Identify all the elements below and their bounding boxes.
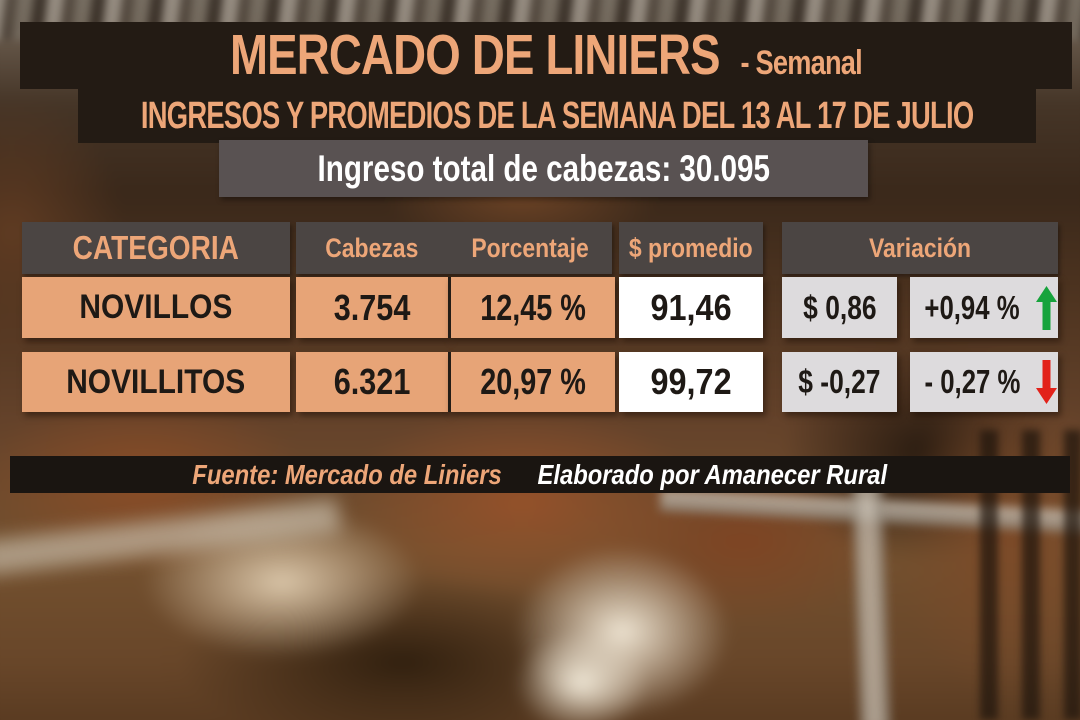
column-header-variacion: Variación xyxy=(782,222,1058,274)
cell-promedio: 99,72 xyxy=(619,352,763,412)
credits-band: Fuente: Mercado de Liniers Elaborado por… xyxy=(10,456,1070,493)
cell-variacion-pct: +0,94 % xyxy=(910,277,1058,338)
down-arrow-icon xyxy=(1036,360,1058,404)
credit-label: Elaborado por Amanecer Rural xyxy=(537,458,888,490)
cell-cabezas-value: 6.321 xyxy=(333,361,411,402)
cell-variacion-pct-value: +0,94 % xyxy=(924,288,1020,326)
cell-variacion-pesos-value: $ 0,86 xyxy=(802,288,877,326)
column-header-cabezas-label: Cabezas xyxy=(325,232,419,263)
column-header-porcentaje: Porcentaje xyxy=(448,222,612,274)
column-header-promedio-label: $ promedio xyxy=(629,232,753,263)
cell-category-value: NOVILLITOS xyxy=(66,362,246,401)
title-row: MERCADO DE LINIERS - Semanal xyxy=(230,23,863,87)
cell-variacion-pesos: $ -0,27 xyxy=(782,352,897,412)
column-header-porcentaje-label: Porcentaje xyxy=(471,232,589,263)
page-title: MERCADO DE LINIERS xyxy=(230,23,721,87)
cell-promedio-value: 99,72 xyxy=(650,361,732,402)
cell-cabezas-value: 3.754 xyxy=(333,286,411,328)
cell-category: NOVILLOS xyxy=(22,277,290,338)
cell-promedio-value: 91,46 xyxy=(650,286,732,328)
cell-porcentaje-value: 20,97 % xyxy=(480,361,586,402)
subtitle: INGRESOS Y PROMEDIOS DE LA SEMANA DEL 13… xyxy=(140,94,974,137)
column-header-variacion-label: Variación xyxy=(868,232,972,263)
column-header-cabezas: Cabezas xyxy=(296,222,448,274)
cell-porcentaje: 12,45 % xyxy=(448,277,615,338)
total-band: Ingreso total de cabezas: 30.095 xyxy=(219,140,868,197)
cell-promedio: 91,46 xyxy=(619,277,763,338)
cell-variacion-pesos-value: $ -0,27 xyxy=(798,363,881,400)
cell-porcentaje-value: 12,45 % xyxy=(480,286,586,328)
source-label: Fuente: Mercado de Liniers xyxy=(192,458,503,490)
cell-variacion-pct: - 0,27 % xyxy=(910,352,1058,412)
subtitle-band: INGRESOS Y PROMEDIOS DE LA SEMANA DEL 13… xyxy=(78,89,1036,143)
cell-cabezas: 6.321 xyxy=(296,352,448,412)
credits-row: Fuente: Mercado de Liniers Elaborado por… xyxy=(193,459,888,491)
up-arrow-icon xyxy=(1036,285,1057,330)
total-heads-label: Ingreso total de cabezas: 30.095 xyxy=(317,147,770,189)
cell-category: NOVILLITOS xyxy=(22,352,290,412)
column-header-cabezas-porcentaje: Cabezas Porcentaje xyxy=(296,222,612,274)
column-header-categoria-label: CATEGORIA xyxy=(72,229,240,266)
cell-porcentaje: 20,97 % xyxy=(448,352,615,412)
cell-cabezas: 3.754 xyxy=(296,277,448,338)
cell-category-value: NOVILLOS xyxy=(79,288,233,326)
column-header-categoria: CATEGORIA xyxy=(22,222,290,274)
column-header-promedio: $ promedio xyxy=(619,222,763,274)
cell-variacion-pesos: $ 0,86 xyxy=(782,277,897,338)
title-band: MERCADO DE LINIERS - Semanal xyxy=(20,22,1072,89)
cell-variacion-pct-value: - 0,27 % xyxy=(924,363,1020,400)
page-title-suffix: - Semanal xyxy=(740,44,863,82)
